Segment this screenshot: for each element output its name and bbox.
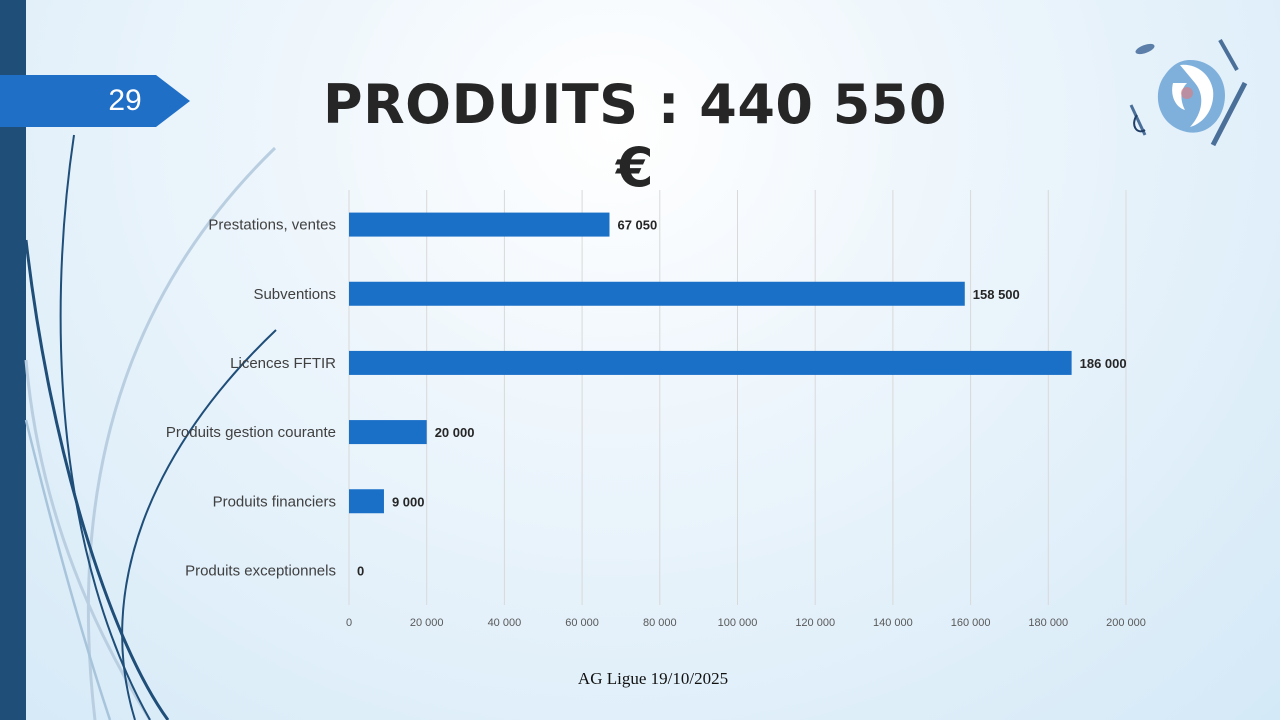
data-label: 67 050 (617, 218, 657, 233)
data-label: 186 000 (1080, 356, 1127, 371)
bar (349, 212, 610, 237)
slide-number: 29 (108, 84, 142, 117)
category-label: Produits exceptionnels (185, 562, 336, 579)
x-tick-label: 20 000 (410, 617, 444, 629)
data-label: 158 500 (973, 287, 1020, 302)
bar (349, 281, 965, 306)
category-label: Subventions (253, 286, 336, 303)
slide-number-badge (0, 75, 190, 127)
x-tick-label: 120 000 (795, 617, 835, 629)
category-label: Prestations, ventes (208, 217, 336, 234)
decorative-swoosh (24, 134, 277, 720)
x-tick-label: 80 000 (643, 617, 677, 629)
league-logo-icon (1129, 39, 1248, 147)
x-tick-label: 200 000 (1106, 617, 1146, 629)
data-label: 0 (357, 563, 364, 578)
x-tick-label: 100 000 (718, 617, 758, 629)
x-tick-label: 140 000 (873, 617, 913, 629)
data-label: 9 000 (392, 494, 425, 509)
category-label: Produits financiers (213, 493, 336, 510)
category-label: Produits gestion courante (166, 424, 336, 441)
x-tick-label: 180 000 (1028, 617, 1068, 629)
footer-text: AG Ligue 19/10/2025 (577, 669, 729, 688)
category-label: Licences FFTIR (230, 355, 336, 372)
data-label: 20 000 (435, 425, 475, 440)
x-tick-label: 0 (346, 617, 352, 629)
bar (349, 350, 1072, 375)
x-tick-label: 60 000 (565, 617, 599, 629)
x-tick-label: 40 000 (488, 617, 522, 629)
bar (349, 489, 384, 514)
bar (349, 420, 427, 445)
x-tick-label: 160 000 (951, 617, 991, 629)
page-title: PRODUITS : 440 550 € (323, 73, 947, 199)
